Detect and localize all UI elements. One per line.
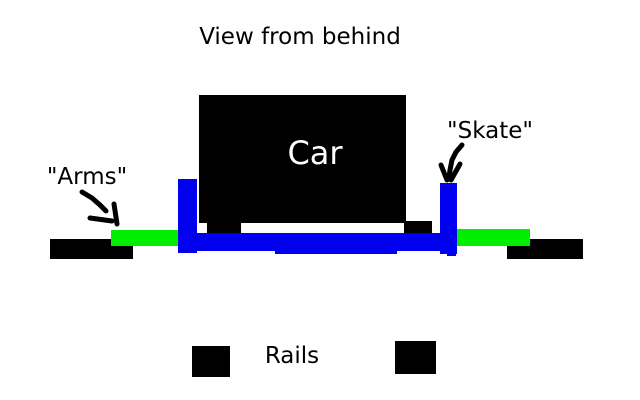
car-body: [199, 95, 406, 223]
arrow-down-right-icon: [79, 189, 120, 227]
arm-right: [455, 229, 530, 246]
skate-base-lower: [275, 240, 397, 254]
car: Car: [199, 95, 432, 235]
car-wheel-left: [207, 221, 241, 235]
skate: [178, 179, 457, 256]
rails-label: Rails: [265, 343, 319, 369]
diagram-title: View from behind: [199, 24, 401, 50]
arms: [111, 229, 530, 246]
car-label: Car: [287, 134, 343, 172]
arms-label: "Arms": [47, 164, 127, 190]
rail-right: [395, 341, 436, 374]
rails: Rails: [192, 341, 436, 377]
arrow-down-icon: [438, 142, 465, 183]
skate-right-foot: [447, 238, 456, 256]
rail-left: [192, 346, 230, 377]
arm-left: [111, 230, 181, 246]
car-wheel-right: [404, 221, 432, 235]
skate-right-post: [440, 183, 457, 254]
skate-label: "Skate": [447, 118, 533, 144]
